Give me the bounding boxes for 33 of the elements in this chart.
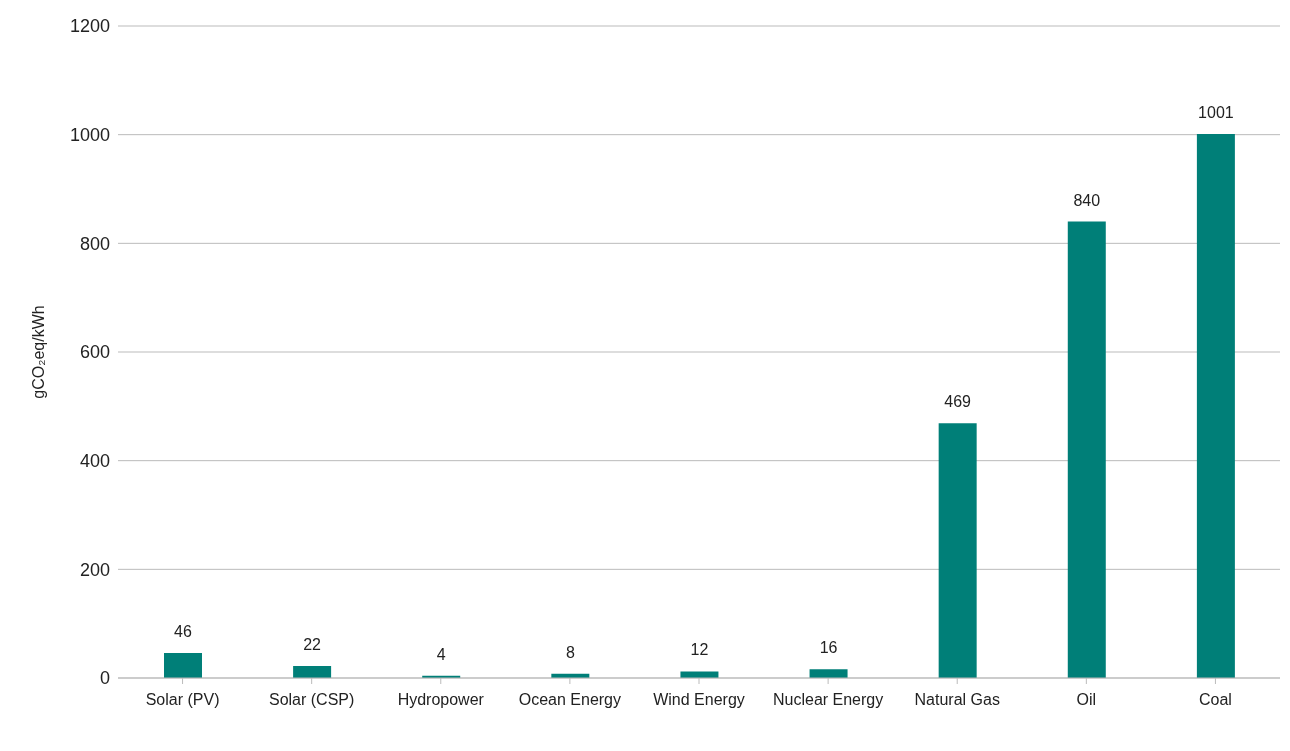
bar <box>1067 221 1106 678</box>
x-tick-label: Hydropower <box>397 691 485 709</box>
x-tick-label: Oil <box>1076 691 1097 709</box>
data-label: 469 <box>944 393 972 411</box>
y-tick-label: 600 <box>79 342 110 363</box>
y-tick-label: 400 <box>79 451 110 472</box>
x-tick-label: Ocean Energy <box>518 691 622 709</box>
x-tick-label: Coal <box>1198 691 1232 709</box>
x-tick-label: Solar (CSP) <box>268 691 355 709</box>
x-tick-label: Natural Gas <box>914 691 1000 709</box>
y-tick-label: 200 <box>79 559 110 580</box>
x-tick-label: Solar (PV) <box>145 691 220 709</box>
x-tick-label: Wind Energy <box>653 691 745 709</box>
data-label: 12 <box>690 641 709 659</box>
data-label: 46 <box>174 623 192 641</box>
bar <box>164 653 202 678</box>
y-tick-label: 800 <box>79 233 110 254</box>
bar <box>680 671 719 678</box>
y-tick-label: 1000 <box>69 125 110 146</box>
data-label: 840 <box>1073 191 1101 209</box>
y-tick-label: 0 <box>99 668 110 689</box>
data-label: 8 <box>565 643 575 661</box>
data-label: 22 <box>303 636 322 654</box>
bar <box>293 666 332 678</box>
data-label: 16 <box>819 639 838 657</box>
data-label: 1001 <box>1198 104 1234 122</box>
data-label: 4 <box>436 645 446 663</box>
y-tick-label: 1200 <box>69 16 110 37</box>
x-tick-label: Nuclear Energy <box>772 691 884 709</box>
bar <box>938 423 977 678</box>
y-axis-title: gCO₂eq/kWh <box>29 305 47 399</box>
bar <box>1196 134 1235 678</box>
bar <box>809 669 848 678</box>
